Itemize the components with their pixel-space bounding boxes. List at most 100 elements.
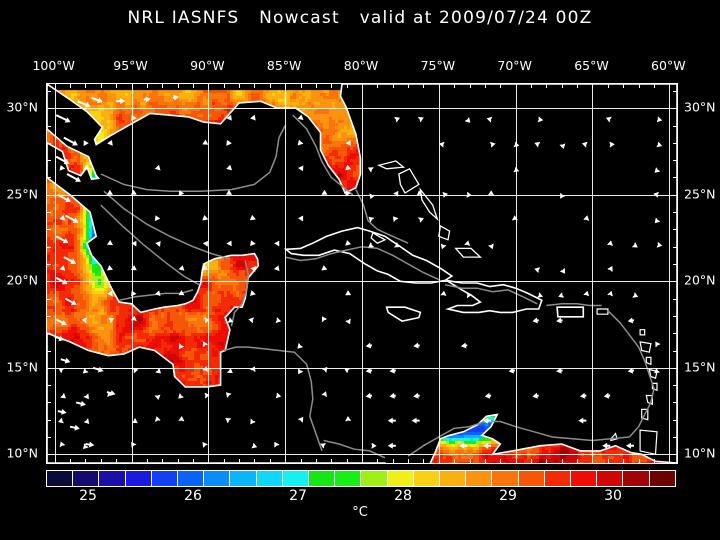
current-vector [172,94,179,101]
colorbar-cell[interactable] [466,471,493,486]
axis-minor-tick [673,454,677,456]
current-vector [556,317,563,324]
current-vector [202,139,209,145]
axis-minor-tick [673,367,677,369]
current-vector [250,290,256,296]
colorbar-cell[interactable] [440,471,467,486]
map-plot-area[interactable]: MCSST [46,83,678,464]
colorbar-cell[interactable] [492,471,519,486]
current-vector [202,366,208,372]
colorbar-cell[interactable] [518,471,545,486]
current-vector [77,100,91,108]
axis-minor-tick [116,84,118,88]
current-vector [297,343,303,349]
axis-minor-tick [177,84,179,88]
colorbar-cell[interactable] [361,471,388,486]
lat-tick-label: 30°N [6,100,38,115]
colorbar-cell[interactable] [597,471,624,486]
current-vector [345,140,351,146]
axis-minor-tick [47,125,51,127]
current-vector [394,242,400,248]
current-vector [344,368,350,374]
gridline-parallel [47,454,677,456]
lat-tick-label: 10°N [684,446,716,461]
lon-tick-label: 65°W [574,58,609,73]
colorbar-tick-label: 29 [499,488,517,504]
colorbar-cell[interactable] [413,471,441,486]
island-bahamas-4 [454,247,482,258]
colorbar-cell[interactable] [151,471,179,486]
colorbar-cell[interactable] [73,471,100,486]
colorbar-cell[interactable] [623,471,650,486]
contour-line-0 [100,125,286,193]
colorbar-cell[interactable] [204,471,231,486]
colorbar-cell[interactable] [125,471,152,486]
current-vector [55,155,70,165]
current-vector [345,318,351,325]
current-vector [155,241,161,247]
colorbar-cell[interactable] [309,471,336,486]
current-vector [108,317,115,324]
axis-minor-tick [607,459,609,463]
current-vector [632,292,639,298]
current-vector [371,442,377,449]
island-lesser-antilles-8 [639,429,658,456]
colorbar-cell[interactable] [256,471,283,486]
lat-tick-label: 25°N [6,186,38,201]
current-vector [107,391,113,397]
current-vector [65,297,77,306]
lat-tick-label: 30°N [684,100,716,115]
colorbar-cell[interactable] [571,471,598,486]
axis-minor-tick [54,459,56,463]
current-vector [464,117,471,123]
axis-minor-tick [100,84,102,88]
axis-minor-tick [607,84,609,88]
axis-minor-tick [546,459,548,463]
current-vector [537,116,544,123]
colorbar-cell[interactable] [387,471,414,486]
colorbar-cell[interactable] [335,471,362,486]
colorbar-cell[interactable] [544,471,572,486]
colorbar-cell[interactable] [649,471,675,486]
colorbar-tick-label: 27 [289,488,307,504]
current-vector [627,317,635,324]
axis-minor-tick [561,459,563,463]
lon-tick-label: 85°W [267,58,302,73]
current-vector [250,418,256,425]
current-vector [250,266,256,272]
current-vector [226,114,232,121]
axis-minor-tick [192,459,194,463]
axis-minor-tick [100,459,102,463]
current-vector [345,190,351,197]
lon-tick-label: 90°W [190,58,225,73]
current-vector [559,268,566,274]
current-vector [483,442,492,449]
axis-minor-tick [47,246,51,248]
colorbar-cell[interactable] [282,471,310,486]
axis-minor-tick [653,459,655,463]
axis-minor-tick [331,84,333,88]
current-vector [321,391,327,397]
current-vector [63,256,77,264]
colorbar-cell[interactable] [178,471,205,486]
axis-minor-tick [673,298,677,300]
axis-minor-tick [392,459,394,463]
current-vector [274,441,280,448]
current-vector [413,342,420,349]
axis-minor-tick [653,84,655,88]
axis-minor-tick [438,459,440,463]
current-vector [297,114,304,120]
axis-minor-tick [673,212,677,214]
gridline-meridian [438,84,440,463]
axis-minor-tick [239,84,241,88]
axis-minor-tick [500,459,502,463]
colorbar-cell[interactable] [99,471,126,486]
current-vector [626,442,634,449]
axis-minor-tick [673,315,677,317]
lon-tick-label: 75°W [421,58,456,73]
current-vector [178,343,185,350]
colorbar-cell[interactable] [230,471,257,486]
colorbar[interactable] [46,470,676,487]
colorbar-cell[interactable] [47,471,74,486]
axis-minor-tick [47,229,51,231]
